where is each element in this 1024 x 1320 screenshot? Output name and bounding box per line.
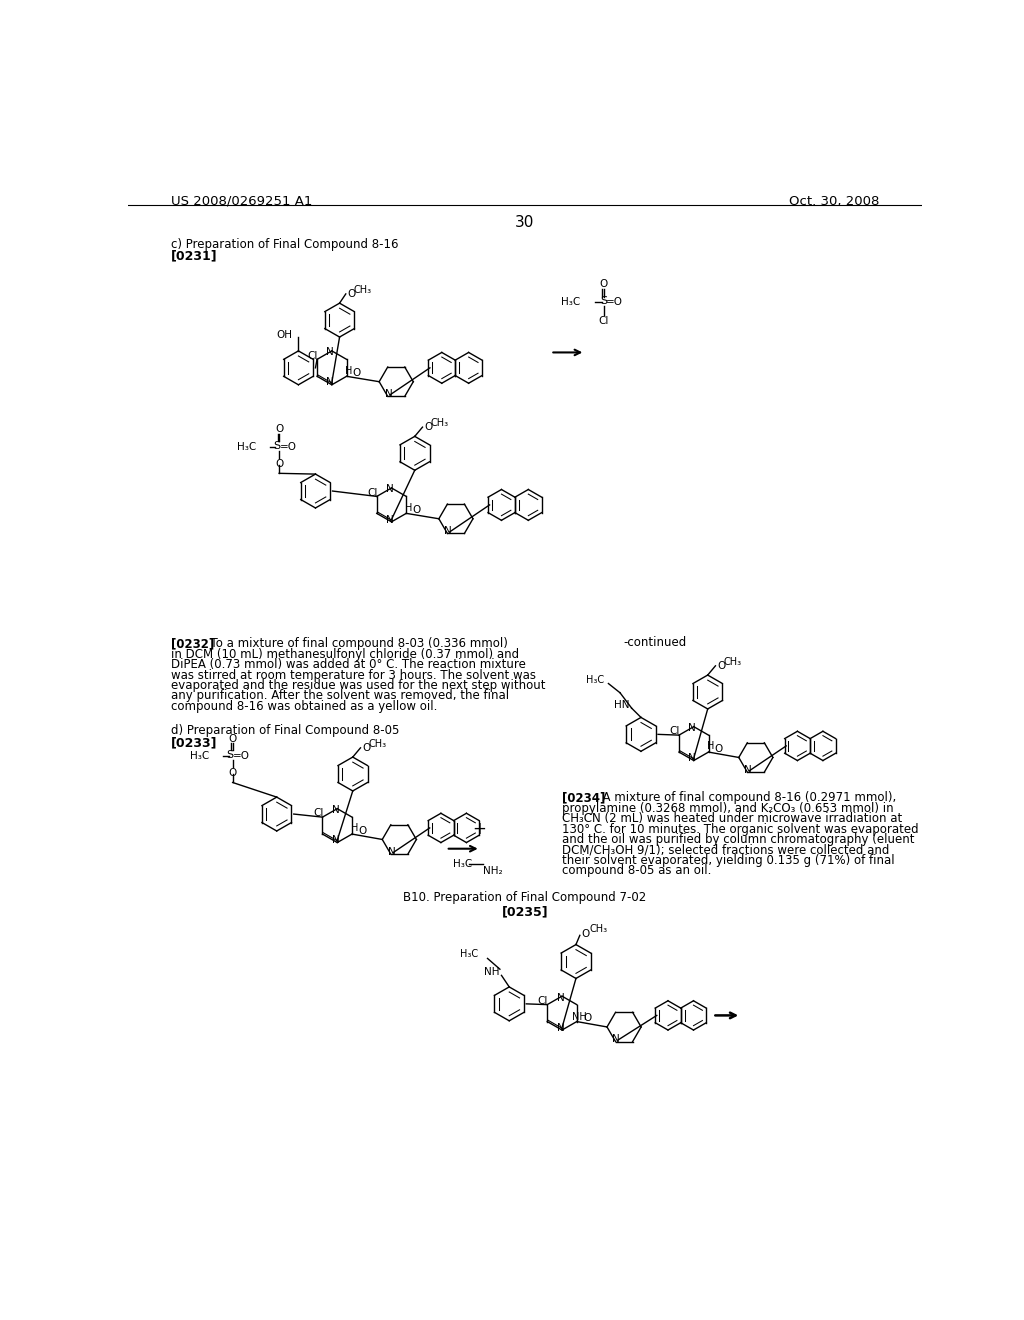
Text: O: O [583,1014,591,1023]
Text: was stirred at room temperature for 3 hours. The solvent was: was stirred at room temperature for 3 ho… [171,668,536,681]
Text: US 2008/0269251 A1: US 2008/0269251 A1 [171,194,312,207]
Text: OH: OH [276,330,292,339]
Text: O: O [717,661,725,671]
Text: To a mixture of final compound 8-03 (0.336 mmol): To a mixture of final compound 8-03 (0.3… [203,638,508,651]
Text: B10. Preparation of Final Compound 7-02: B10. Preparation of Final Compound 7-02 [403,891,646,904]
Text: N: N [332,805,340,816]
Text: O: O [275,459,284,469]
Text: A mixture of final compound 8-16 (0.2971 mmol),: A mixture of final compound 8-16 (0.2971… [595,792,896,804]
Text: S: S [273,441,281,450]
Text: H₃C: H₃C [561,297,581,306]
Text: H: H [345,366,352,375]
Text: CH₃: CH₃ [369,739,386,748]
Text: and the oil was purified by column chromatography (eluent: and the oil was purified by column chrom… [562,833,914,846]
Text: Cl: Cl [670,726,680,737]
Text: [0233]: [0233] [171,737,217,750]
Text: propylamine (0.3268 mmol), and K₂CO₃ (0.653 mmol) in: propylamine (0.3268 mmol), and K₂CO₃ (0.… [562,801,894,814]
Text: Cl: Cl [313,808,324,818]
Text: H: H [350,824,358,833]
Text: [0232]: [0232] [171,638,214,651]
Text: CH₃: CH₃ [589,924,607,935]
Text: d) Preparation of Final Compound 8-05: d) Preparation of Final Compound 8-05 [171,723,399,737]
Text: 130° C. for 10 minutes. The organic solvent was evaporated: 130° C. for 10 minutes. The organic solv… [562,822,919,836]
Text: H: H [708,742,715,751]
Text: N: N [688,723,696,733]
Text: O: O [413,506,421,515]
Text: CH₃CN (2 mL) was heated under microwave irradiation at: CH₃CN (2 mL) was heated under microwave … [562,812,902,825]
Text: compound 8-05 as an oil.: compound 8-05 as an oil. [562,865,712,876]
Text: O: O [582,929,590,939]
Text: N: N [386,515,394,524]
Text: O: O [424,422,432,432]
Text: O: O [353,368,361,379]
Text: Cl: Cl [307,351,317,360]
Text: N: N [386,484,394,495]
Text: evaporated and the residue was used for the next step without: evaporated and the residue was used for … [171,678,545,692]
Text: S: S [226,750,233,760]
Text: HN: HN [613,700,630,710]
Text: [0234]: [0234] [562,792,605,804]
Text: O: O [228,768,237,777]
Text: N: N [744,764,752,775]
Text: O: O [228,734,237,743]
Text: =O: =O [280,442,297,453]
Text: NH: NH [484,968,500,977]
Text: N: N [332,836,340,845]
Text: NH₂: NH₂ [483,866,503,875]
Text: in DCM (10 mL) methanesulfonyl chloride (0.37 mmol) and: in DCM (10 mL) methanesulfonyl chloride … [171,648,519,661]
Text: H₃C: H₃C [460,949,478,958]
Text: DCM/CH₃OH 9/1); selected fractions were collected and: DCM/CH₃OH 9/1); selected fractions were … [562,843,890,857]
Text: N: N [444,527,452,536]
Text: N: N [327,347,334,358]
Text: 30: 30 [515,215,535,230]
Text: H: H [404,503,413,512]
Text: S: S [600,296,607,306]
Text: H₃C: H₃C [587,676,604,685]
Text: c) Preparation of Final Compound 8-16: c) Preparation of Final Compound 8-16 [171,238,398,251]
Text: =O: =O [606,297,624,308]
Text: Cl: Cl [368,487,378,498]
Text: N: N [688,754,696,763]
Text: H₃C: H₃C [190,751,209,762]
Text: N: N [557,1023,564,1032]
Text: their solvent evaporated, yielding 0.135 g (71%) of final: their solvent evaporated, yielding 0.135… [562,854,895,867]
Text: NH: NH [571,1012,587,1022]
Text: N: N [612,1035,621,1044]
Text: Oct. 30, 2008: Oct. 30, 2008 [788,194,879,207]
Text: any purification. After the solvent was removed, the final: any purification. After the solvent was … [171,689,509,702]
Text: CH₃: CH₃ [430,418,449,428]
Text: compound 8-16 was obtained as a yellow oil.: compound 8-16 was obtained as a yellow o… [171,700,437,713]
Text: O: O [358,826,367,836]
Text: Cl: Cl [599,317,609,326]
Text: O: O [715,744,723,754]
Text: O: O [347,289,355,298]
Text: [0235]: [0235] [502,906,548,919]
Text: =O: =O [233,751,251,762]
Text: -continued: -continued [624,636,687,649]
Text: O: O [362,743,371,752]
Text: N: N [388,847,395,857]
Text: N: N [327,378,334,388]
Text: O: O [600,279,608,289]
Text: N: N [557,993,564,1003]
Text: CH₃: CH₃ [353,285,372,296]
Text: O: O [275,425,284,434]
Text: H₃C: H₃C [237,442,256,453]
Text: +: + [472,821,486,838]
Text: H₃C: H₃C [454,859,473,869]
Text: CH₃: CH₃ [723,657,741,667]
Text: N: N [385,389,392,399]
Text: DiPEA (0.73 mmol) was added at 0° C. The reaction mixture: DiPEA (0.73 mmol) was added at 0° C. The… [171,659,525,671]
Text: Cl: Cl [538,995,548,1006]
Text: [0231]: [0231] [171,249,217,263]
